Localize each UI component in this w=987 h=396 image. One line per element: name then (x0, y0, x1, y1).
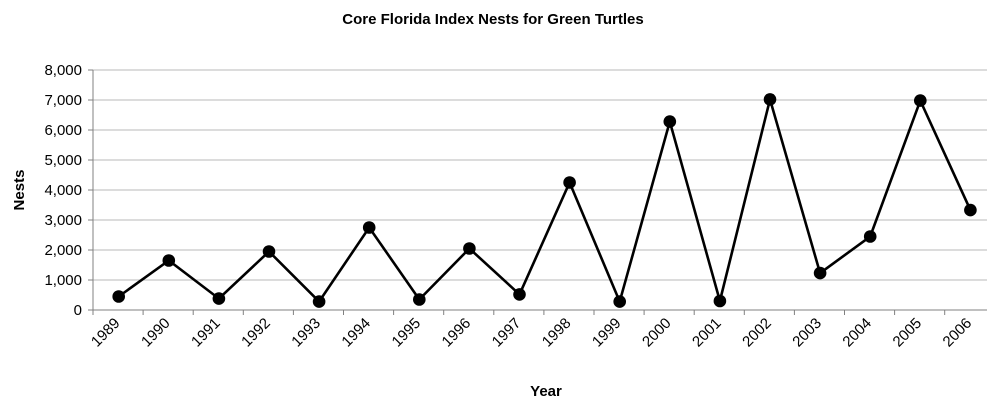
x-tick-label: 1992 (238, 315, 274, 351)
y-tick-label: 0 (74, 302, 82, 319)
data-point (813, 266, 827, 280)
y-axis-label: Nests (11, 170, 28, 211)
y-tick-label: 1,000 (44, 272, 82, 289)
data-point (914, 94, 927, 107)
data-point (413, 293, 426, 306)
x-tick-label: 1995 (389, 315, 425, 351)
data-point (112, 290, 125, 303)
y-tick-label: 2,000 (44, 242, 82, 259)
chart-title: Core Florida Index Nests for Green Turtl… (342, 11, 643, 28)
data-point (162, 254, 176, 267)
x-tick-label: 1993 (288, 315, 324, 351)
x-tick-label: 1997 (489, 315, 525, 351)
x-tick-label: 1994 (338, 315, 374, 351)
data-point (212, 292, 226, 305)
data-point (713, 294, 727, 308)
series-line (117, 94, 972, 307)
x-tick-label: 2002 (739, 315, 775, 351)
data-point (763, 93, 777, 106)
data-point (312, 295, 326, 308)
y-tick-label: 8,000 (44, 62, 82, 79)
x-tick-labels: 1989 1990 1991 1992 1993 1994 1995 1996 1997 1998… (88, 315, 975, 351)
x-tick-label: 1989 (88, 315, 124, 351)
data-point (663, 115, 677, 128)
data-point (513, 288, 526, 301)
x-tick-label: 2006 (940, 315, 976, 351)
data-point (964, 203, 977, 217)
data-point (563, 176, 576, 189)
data-point (613, 295, 626, 308)
axes (88, 69, 987, 315)
y-tick-labels: 0 1,000 2,000 3,000 4,000 5,000 6,000 7,000 8,00… (44, 62, 82, 319)
data-points (112, 93, 977, 308)
x-tick-label: 1999 (589, 315, 625, 351)
x-tick-label: 2004 (839, 315, 875, 351)
x-tick-label: 1991 (188, 315, 224, 351)
y-tick-label: 7,000 (44, 92, 82, 109)
x-tick-label: 1990 (138, 315, 174, 351)
x-tick-label: 2001 (689, 315, 725, 351)
x-tick-label: 2000 (639, 315, 675, 351)
x-tick-label: 1998 (539, 315, 575, 351)
gridlines (93, 69, 987, 281)
x-tick-label: 2005 (890, 315, 926, 351)
y-tick-label: 6,000 (44, 122, 82, 139)
x-axis-label: Year (530, 383, 562, 396)
data-point (463, 242, 476, 255)
data-point (362, 221, 376, 234)
y-tick-label: 5,000 (44, 152, 82, 169)
data-point (262, 245, 276, 258)
data-point (863, 230, 877, 243)
y-tick-label: 3,000 (44, 212, 82, 229)
x-tick-label: 1996 (439, 315, 475, 351)
x-tick-label: 2003 (789, 315, 825, 351)
y-tick-label: 4,000 (44, 182, 82, 199)
